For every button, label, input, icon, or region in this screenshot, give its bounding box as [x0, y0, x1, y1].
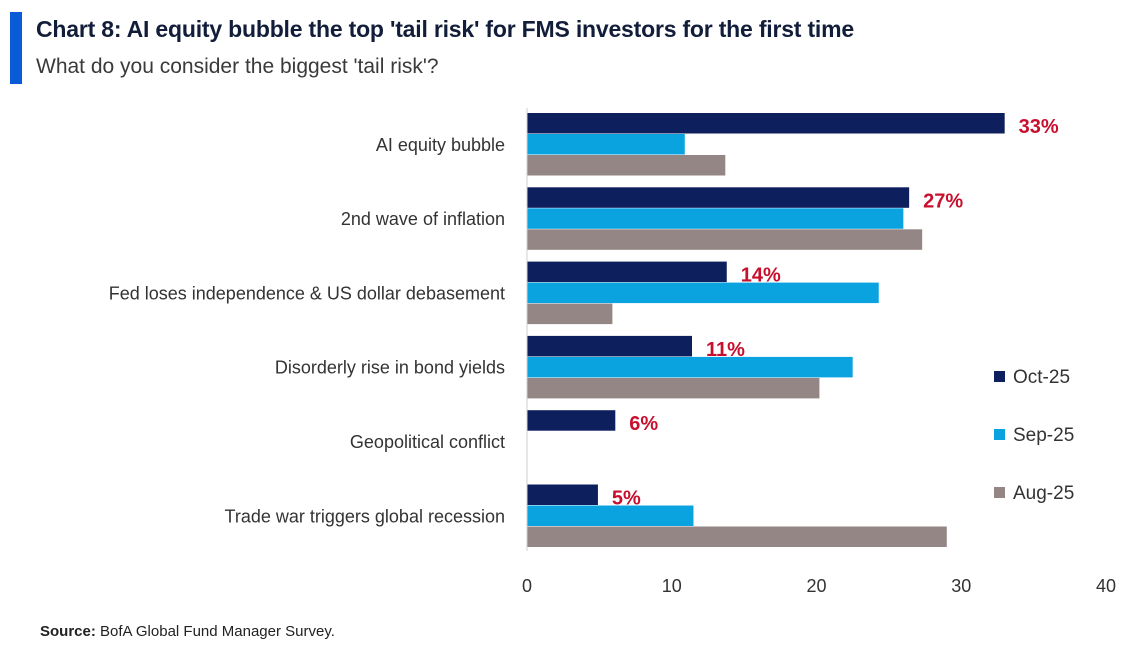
category-label: Geopolitical conflict — [350, 432, 505, 452]
legend-swatch-oct-25 — [994, 371, 1005, 382]
value-label: 5% — [612, 488, 641, 510]
bar-aug-25-1 — [527, 155, 726, 176]
legend-swatch-sep-25 — [994, 429, 1005, 440]
value-label: 33% — [1019, 116, 1059, 138]
value-label: 6% — [629, 413, 658, 435]
chart-subtitle: What do you consider the biggest 'tail r… — [36, 55, 439, 78]
value-label: 14% — [741, 265, 781, 287]
bar-sep-25-3 — [527, 282, 879, 304]
bar-aug-25-6 — [527, 526, 947, 547]
legend-swatch-aug-25 — [994, 487, 1005, 498]
bar-oct-25-3 — [527, 261, 727, 283]
category-label: 2nd wave of inflation — [341, 209, 505, 229]
legend-label: Oct-25 — [1013, 367, 1070, 388]
bar-oct-25-2 — [527, 187, 910, 208]
chart-title: Chart 8: AI equity bubble the top 'tail … — [36, 16, 854, 42]
bar-oct-25-5 — [527, 410, 616, 431]
x-tick-label: 30 — [951, 576, 971, 596]
value-label: 11% — [706, 339, 745, 361]
bar-sep-25-6 — [527, 505, 694, 526]
value-label: 27% — [923, 190, 963, 212]
category-label: Trade war triggers global recession — [225, 506, 505, 526]
category-label: AI equity bubble — [376, 135, 505, 155]
bar-sep-25-1 — [527, 134, 685, 155]
bar-sep-25-2 — [527, 208, 904, 229]
bar-oct-25-6 — [527, 484, 598, 505]
bar-aug-25-2 — [527, 229, 923, 250]
bar-oct-25-1 — [527, 113, 1005, 134]
x-tick-label: 0 — [522, 576, 532, 596]
legend-label: Aug-25 — [1013, 483, 1074, 504]
category-label: Fed loses independence & US dollar debas… — [109, 283, 505, 303]
bar-oct-25-4 — [527, 335, 693, 357]
source-label: Source: — [40, 623, 96, 640]
bar-aug-25-4 — [527, 377, 820, 399]
source-note: Source: BofA Global Fund Manager Survey. — [40, 623, 335, 640]
x-tick-label: 40 — [1096, 576, 1116, 596]
x-tick-label: 10 — [662, 576, 682, 596]
title-accent-bar — [10, 12, 22, 84]
x-tick-label: 20 — [806, 576, 826, 596]
bar-sep-25-4 — [527, 356, 853, 378]
source-text: BofA Global Fund Manager Survey. — [95, 623, 335, 640]
category-label: Disorderly rise in bond yields — [275, 358, 505, 378]
legend-label: Sep-25 — [1013, 425, 1074, 446]
bar-aug-25-3 — [527, 303, 613, 325]
